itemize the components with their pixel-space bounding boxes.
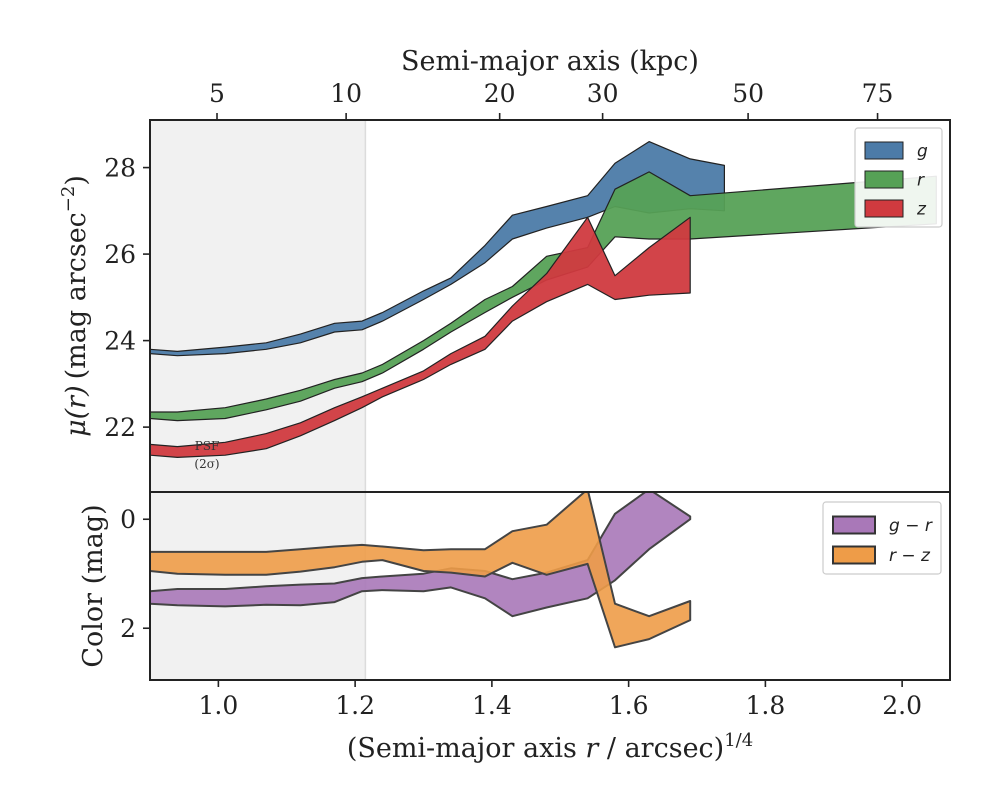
color-bands <box>150 492 692 649</box>
bottom-x-axis-label-unit: / arcsec) <box>598 733 724 764</box>
top-legend: grz <box>854 127 943 228</box>
band-r-z <box>150 492 692 649</box>
psf-label-line-2: (2σ) <box>194 457 219 471</box>
legend-label-r-z: r − z <box>889 546 931 566</box>
kpc-tick-label: 5 <box>209 79 225 108</box>
y-tick-label: 28 <box>104 154 136 183</box>
top-y-axis-label-exponent: −2 <box>58 186 79 213</box>
kpc-tick-label: 50 <box>732 79 764 108</box>
top-y-axis-label-variable: μ(r) <box>61 385 92 437</box>
legend-swatch-g <box>864 141 904 160</box>
surface-brightness-panel: 22 24 26 28 5 10 20 30 50 75 Semi-major axis (kp… <box>58 46 951 493</box>
psf-label-line-1: PSF <box>195 439 220 453</box>
band-g <box>150 141 725 357</box>
top-y-axis-label: μ(r) (mag arcsec−2) <box>58 175 92 437</box>
top-y-ticks: 22 24 26 28 <box>104 154 150 442</box>
legend-swatch-g-r <box>832 515 876 535</box>
band-g-r <box>150 492 692 618</box>
bottom-legend: g − r r − z <box>822 501 942 575</box>
bottom-x-axis-label-variable: r <box>585 733 600 764</box>
kpc-tick-label: 20 <box>484 79 516 108</box>
y-tick-label: 0 <box>120 505 136 534</box>
x-tick-label: 1.6 <box>609 691 649 720</box>
color-panel: 02 1.0 1.2 1.4 1.6 1.8 2.0 Color (mag) (Semi-… <box>78 491 951 764</box>
kpc-tick-label: 30 <box>587 79 619 108</box>
band-z <box>150 216 691 458</box>
bottom-x-axis-label: (Semi-major axis r / arcsec)1/4 <box>347 730 753 764</box>
legend-label-g-r: g − r <box>889 516 933 536</box>
top-y-axis-label-close: ) <box>61 175 92 186</box>
kpc-tick-label: 75 <box>862 79 894 108</box>
top-axis-label: Semi-major axis (kpc) <box>401 46 699 77</box>
x-tick-label: 1.4 <box>472 691 512 720</box>
top-y-axis-label-unit: (mag arcsec <box>61 212 92 379</box>
psf-region <box>150 120 366 492</box>
x-tick-label: 1.2 <box>335 691 375 720</box>
x-tick-label: 1.0 <box>198 691 238 720</box>
bottom-panel-frame <box>149 491 951 681</box>
top-kpc-ticks: 5 10 20 30 50 75 <box>209 79 893 120</box>
y-tick-label: 2 <box>120 614 136 643</box>
bottom-x-axis-label-exponent: 1/4 <box>724 730 753 751</box>
legend-label-g: g <box>917 142 928 162</box>
y-tick-label: 24 <box>104 327 136 356</box>
bottom-x-ticks: 1.0 1.2 1.4 1.6 1.8 2.0 <box>198 680 922 720</box>
bottom-y-axis-label: Color (mag) <box>78 504 109 667</box>
bottom-x-axis-label-main: (Semi-major axis <box>347 733 586 764</box>
legend-swatch-z <box>864 199 904 218</box>
bottom-y-ticks: 02 <box>120 505 150 643</box>
legend-swatch-r-z <box>832 545 876 565</box>
x-tick-label: 2.0 <box>882 691 922 720</box>
legend-label-r: r <box>917 171 925 191</box>
kpc-tick-label: 10 <box>330 79 362 108</box>
legend-label-z: z <box>916 200 927 220</box>
y-tick-label: 22 <box>104 413 136 442</box>
legend-swatch-r <box>864 170 904 189</box>
x-tick-label: 1.8 <box>746 691 786 720</box>
y-tick-label: 26 <box>104 240 136 269</box>
